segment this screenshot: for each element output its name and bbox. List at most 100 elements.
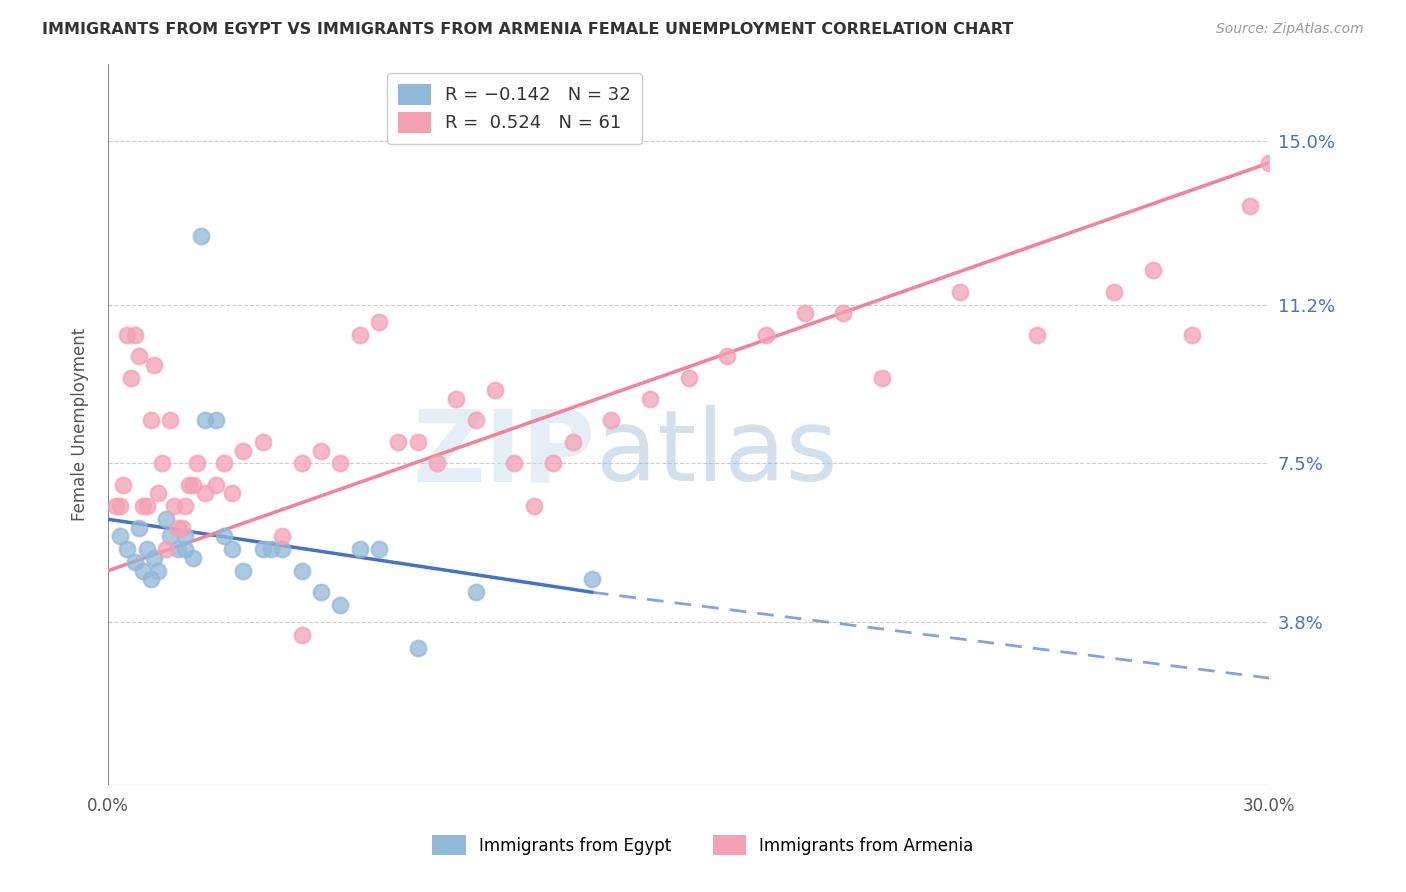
Point	[135, 500, 157, 514]
Point	[406, 641, 429, 656]
Point	[132, 564, 155, 578]
Point	[108, 500, 131, 514]
Point	[150, 457, 173, 471]
Point	[194, 413, 217, 427]
Legend: R = −0.142   N = 32, R =  0.524   N = 61: R = −0.142 N = 32, R = 0.524 N = 61	[387, 73, 641, 144]
Point	[309, 585, 332, 599]
Point	[155, 542, 177, 557]
Point	[108, 529, 131, 543]
Point	[406, 434, 429, 449]
Point	[290, 457, 312, 471]
Point	[159, 529, 181, 543]
Point	[205, 413, 228, 427]
Point	[181, 550, 204, 565]
Point	[1142, 263, 1164, 277]
Point	[174, 542, 197, 557]
Point	[426, 457, 449, 471]
Point	[1258, 156, 1281, 170]
Point	[174, 529, 197, 543]
Text: IMMIGRANTS FROM EGYPT VS IMMIGRANTS FROM ARMENIA FEMALE UNEMPLOYMENT CORRELATION: IMMIGRANTS FROM EGYPT VS IMMIGRANTS FROM…	[42, 22, 1014, 37]
Text: Source: ZipAtlas.com: Source: ZipAtlas.com	[1216, 22, 1364, 37]
Point	[170, 521, 193, 535]
Text: ZIP: ZIP	[413, 405, 596, 502]
Point	[290, 628, 312, 642]
Y-axis label: Female Unemployment: Female Unemployment	[72, 328, 89, 522]
Point	[832, 306, 855, 320]
Point	[128, 521, 150, 535]
Point	[159, 413, 181, 427]
Point	[143, 358, 166, 372]
Point	[179, 478, 201, 492]
Point	[464, 585, 486, 599]
Point	[186, 457, 208, 471]
Text: atlas: atlas	[596, 405, 838, 502]
Point	[117, 542, 139, 557]
Point	[290, 564, 312, 578]
Point	[1181, 327, 1204, 342]
Point	[1026, 327, 1049, 342]
Point	[124, 555, 146, 569]
Point	[387, 434, 409, 449]
Point	[1239, 199, 1261, 213]
Point	[581, 572, 603, 586]
Point	[132, 500, 155, 514]
Point	[503, 457, 526, 471]
Point	[793, 306, 815, 320]
Point	[464, 413, 486, 427]
Point	[163, 500, 186, 514]
Point	[120, 370, 142, 384]
Point	[139, 572, 162, 586]
Point	[181, 478, 204, 492]
Point	[117, 327, 139, 342]
Point	[148, 486, 170, 500]
Point	[148, 564, 170, 578]
Point	[484, 384, 506, 398]
Point	[112, 478, 135, 492]
Point	[212, 529, 235, 543]
Point	[205, 478, 228, 492]
Point	[271, 529, 294, 543]
Point	[194, 486, 217, 500]
Point	[309, 443, 332, 458]
Point	[124, 327, 146, 342]
Point	[523, 500, 546, 514]
Point	[716, 349, 738, 363]
Point	[259, 542, 281, 557]
Point	[190, 228, 212, 243]
Point	[949, 285, 972, 299]
Point	[561, 434, 583, 449]
Point	[1104, 285, 1126, 299]
Point	[349, 542, 371, 557]
Legend: Immigrants from Egypt, Immigrants from Armenia: Immigrants from Egypt, Immigrants from A…	[426, 829, 980, 862]
Point	[1296, 134, 1319, 148]
Point	[212, 457, 235, 471]
Point	[166, 542, 188, 557]
Point	[368, 315, 391, 329]
Point	[368, 542, 391, 557]
Point	[232, 564, 254, 578]
Point	[232, 443, 254, 458]
Point	[104, 500, 127, 514]
Point	[329, 457, 352, 471]
Point	[638, 392, 661, 406]
Point	[155, 512, 177, 526]
Point	[252, 434, 274, 449]
Point	[143, 550, 166, 565]
Point	[349, 327, 371, 342]
Point	[128, 349, 150, 363]
Point	[541, 457, 564, 471]
Point	[600, 413, 623, 427]
Point	[135, 542, 157, 557]
Point	[174, 500, 197, 514]
Point	[329, 598, 352, 612]
Point	[252, 542, 274, 557]
Point	[221, 542, 243, 557]
Point	[139, 413, 162, 427]
Point	[221, 486, 243, 500]
Point	[446, 392, 468, 406]
Point	[870, 370, 893, 384]
Point	[271, 542, 294, 557]
Point	[678, 370, 700, 384]
Point	[755, 327, 778, 342]
Point	[166, 521, 188, 535]
